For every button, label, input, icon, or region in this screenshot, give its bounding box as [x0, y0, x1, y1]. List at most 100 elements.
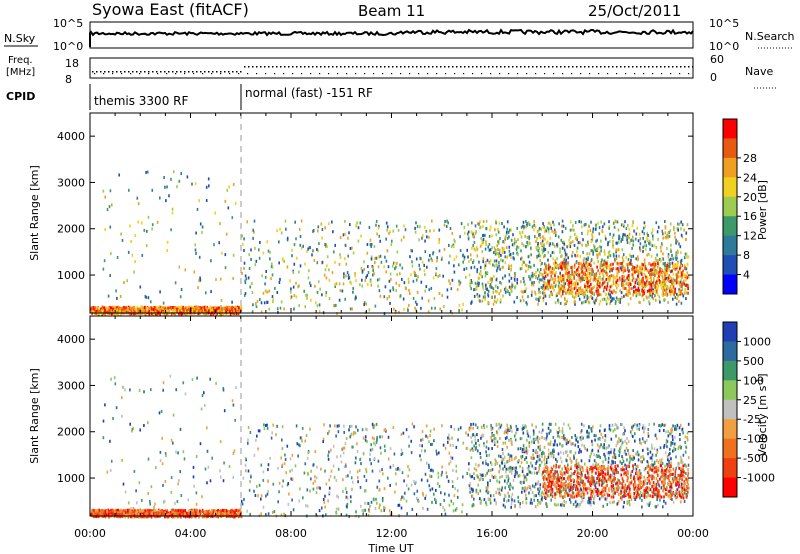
range-cell [164, 185, 166, 189]
range-cell [363, 301, 366, 305]
range-cell [484, 274, 487, 278]
range-cell [226, 310, 229, 314]
freq-point [636, 66, 638, 68]
freq-point [160, 71, 162, 73]
range-cell [108, 309, 111, 313]
range-cell [482, 257, 485, 261]
range-cell [364, 278, 367, 282]
range-cell [259, 298, 261, 301]
range-cell [581, 275, 584, 279]
range-cell [389, 289, 392, 293]
range-cell [627, 262, 630, 266]
range-cell [385, 221, 388, 225]
range-cell [533, 281, 535, 284]
range-cell [592, 300, 595, 304]
range-cell [258, 483, 261, 487]
range-cell [412, 296, 415, 300]
range-cell [229, 306, 231, 309]
range-cell [180, 305, 183, 309]
range-cell [603, 222, 606, 226]
range-cell [130, 512, 132, 516]
freq-point [184, 71, 186, 73]
range-cell [607, 255, 609, 259]
range-cell [543, 247, 545, 251]
range-cell [545, 272, 548, 276]
range-cell [676, 297, 678, 300]
range-cell [468, 260, 470, 263]
range-cell [143, 306, 146, 309]
range-cell [612, 242, 614, 246]
range-cell [489, 285, 491, 289]
range-cell [191, 508, 193, 512]
range-cell [199, 310, 202, 314]
range-cell [628, 289, 630, 293]
range-cell [650, 284, 653, 288]
range-cell [132, 506, 135, 510]
range-cell [542, 225, 545, 229]
range-cell [581, 270, 583, 274]
range-cell [599, 281, 601, 285]
range-cell [316, 290, 319, 294]
range-cell [454, 487, 456, 491]
range-cell [302, 244, 304, 248]
range-cell [678, 291, 681, 295]
range-cell [576, 292, 578, 296]
range-cell [376, 501, 378, 505]
nave-point [310, 73, 312, 75]
range-cell [318, 309, 321, 313]
range-cell [94, 512, 97, 516]
range-cell [450, 245, 453, 248]
freq-point [300, 66, 302, 68]
range-cell [600, 293, 602, 297]
range-cell [253, 230, 255, 234]
range-cell [566, 245, 568, 249]
nave-point [544, 73, 546, 75]
range-cell [371, 436, 374, 440]
range-cell [198, 512, 200, 516]
power-data-cells [90, 170, 690, 316]
range-cell [589, 290, 591, 294]
range-cell [267, 249, 270, 253]
range-cell [452, 468, 454, 472]
range-cell [531, 283, 533, 287]
range-cell [543, 249, 545, 253]
range-cell [556, 293, 558, 297]
range-cell [478, 222, 480, 226]
range-cell [289, 279, 291, 283]
range-cell [395, 281, 398, 285]
range-cell [97, 309, 100, 313]
date-title: 25/Oct/2011 [588, 2, 681, 20]
range-cell [306, 456, 309, 460]
range-cell [268, 307, 271, 311]
range-cell [204, 515, 207, 519]
range-cell [616, 248, 619, 252]
range-cell [612, 233, 615, 237]
range-cell [490, 295, 493, 299]
range-cell [598, 276, 601, 280]
freq-point [208, 71, 210, 73]
range-cell [654, 264, 656, 268]
range-cell [165, 309, 167, 313]
range-cell [598, 282, 600, 285]
range-cell [567, 282, 569, 286]
range-cell [414, 274, 416, 277]
range-cell [511, 285, 513, 289]
range-cell [646, 289, 649, 293]
range-cell [366, 440, 368, 444]
range-cell [179, 512, 182, 516]
range-cell [335, 507, 338, 511]
range-cell [96, 312, 99, 316]
range-cell [608, 276, 610, 280]
range-cell [369, 238, 372, 242]
range-cell [488, 301, 490, 305]
range-cell [637, 270, 639, 274]
range-cell [560, 238, 563, 242]
range-cell [418, 238, 420, 242]
range-cell [501, 246, 504, 250]
freq-point [528, 66, 530, 68]
range-cell [197, 306, 200, 310]
range-cell [654, 274, 656, 277]
nave-point [364, 73, 366, 75]
range-cell [612, 279, 615, 283]
range-cell [600, 269, 603, 273]
